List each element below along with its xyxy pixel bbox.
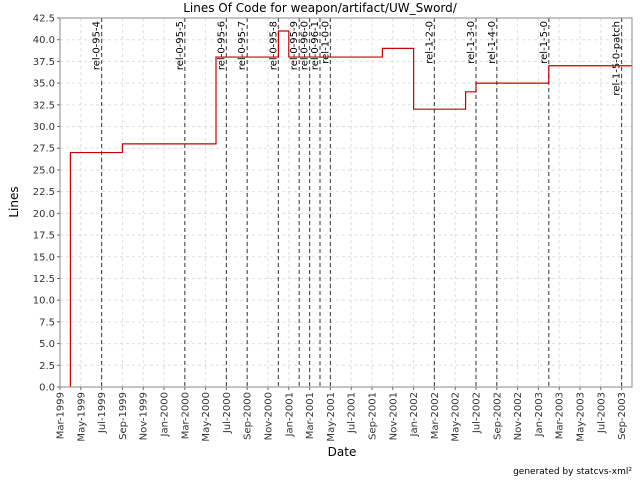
y-tick-label: 22.5 bbox=[33, 187, 55, 198]
x-tick-label: Nov-2002 bbox=[513, 392, 524, 440]
x-tick-label: Jul-2003 bbox=[596, 392, 607, 434]
x-tick-label: Sep-2002 bbox=[492, 392, 503, 440]
release-label: rel-1-3-0 bbox=[466, 21, 477, 64]
x-tick-label: Jul-1999 bbox=[97, 392, 108, 434]
x-tick-label: Jul-2001 bbox=[347, 392, 358, 434]
x-tick-label: May-2001 bbox=[326, 392, 337, 442]
x-tick-label: Jul-2002 bbox=[472, 392, 483, 434]
y-tick-label: 5.0 bbox=[39, 339, 55, 350]
x-tick-label: Mar-2000 bbox=[180, 392, 191, 439]
loc-line bbox=[69, 30, 632, 387]
y-tick-label: 12.5 bbox=[33, 274, 55, 285]
x-tick-label: Jan-2002 bbox=[409, 392, 420, 437]
release-label: rel-1-4-0 bbox=[487, 21, 498, 64]
release-label: rel-0-95-6 bbox=[216, 21, 227, 70]
x-tick-label: Mar-1999 bbox=[56, 392, 67, 439]
x-tick-label: Sep-1999 bbox=[118, 392, 129, 440]
release-label: rel-0-95-9 bbox=[289, 21, 300, 70]
y-tick-label: 35.0 bbox=[33, 79, 55, 90]
release-label: rel-0-95-8 bbox=[268, 21, 279, 70]
release-label: rel-1-5-0 bbox=[539, 21, 550, 64]
x-tick-label: Sep-2001 bbox=[368, 392, 379, 440]
y-tick-label: 0.0 bbox=[39, 383, 55, 394]
x-tick-label: Jan-2000 bbox=[160, 392, 171, 437]
x-tick-label: Mar-2002 bbox=[430, 392, 441, 439]
x-tick-label: Sep-2000 bbox=[243, 392, 254, 440]
footer: generated by statcvs-xml² bbox=[513, 467, 632, 477]
x-tick-label: Nov-1999 bbox=[139, 392, 150, 440]
y-tick-label: 17.5 bbox=[33, 231, 55, 242]
y-tick-label: 7.5 bbox=[39, 317, 55, 328]
plot-frame bbox=[59, 17, 633, 388]
release-label: rel-0-96-0 bbox=[300, 21, 311, 70]
y-tick-label: 27.5 bbox=[33, 144, 55, 155]
y-tick-label: 30.0 bbox=[33, 122, 55, 133]
x-tick-label: Mar-2001 bbox=[305, 392, 316, 439]
release-label: rel-0-95-5 bbox=[175, 21, 186, 70]
x-tick-label: May-1999 bbox=[76, 392, 87, 442]
x-tick-label: Jan-2001 bbox=[284, 392, 295, 437]
release-label: rel-0-95-4 bbox=[92, 21, 103, 70]
y-tick-label: 2.5 bbox=[39, 361, 55, 372]
x-tick-label: Jan-2003 bbox=[534, 392, 545, 437]
y-tick-label: 40.0 bbox=[33, 35, 55, 46]
y-tick-label: 15.0 bbox=[33, 252, 55, 263]
release-label: rel-0-96-1 bbox=[310, 21, 321, 70]
x-tick-label: Sep-2003 bbox=[617, 392, 628, 440]
y-tick-label: 10.0 bbox=[33, 296, 55, 307]
x-tick-label: Nov-2001 bbox=[388, 392, 399, 440]
x-tick-label: Jul-2000 bbox=[222, 392, 233, 434]
x-tick-label: May-2003 bbox=[576, 392, 587, 442]
x-tick-label: Mar-2003 bbox=[555, 392, 566, 439]
x-tick-label: Nov-2000 bbox=[264, 392, 275, 440]
y-tick-label: 25.0 bbox=[33, 165, 55, 176]
release-label: rel-0-95-7 bbox=[237, 21, 248, 70]
y-tick-label: 20.0 bbox=[33, 209, 55, 220]
x-tick-label: May-2000 bbox=[201, 392, 212, 442]
release-label: rel-1-0-0 bbox=[320, 21, 331, 64]
chart-title: Lines Of Code for weapon/artifact/UW_Swo… bbox=[183, 1, 458, 15]
y-tick-label: 42.5 bbox=[33, 14, 55, 25]
y-axis-label: Lines bbox=[7, 186, 21, 217]
release-label: rel-1-5-0-patch bbox=[612, 21, 623, 96]
release-label: rel-1-2-0 bbox=[424, 21, 435, 64]
y-tick-label: 37.5 bbox=[33, 57, 55, 68]
x-tick-label: May-2002 bbox=[451, 392, 462, 442]
y-tick-label: 32.5 bbox=[33, 100, 55, 111]
x-axis-label: Date bbox=[328, 445, 357, 459]
